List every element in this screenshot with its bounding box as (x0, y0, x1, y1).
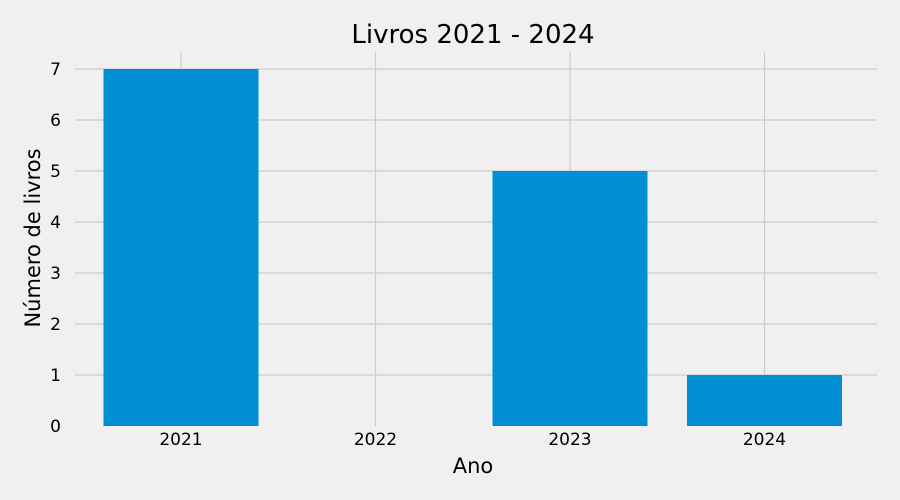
y-tick-label: 5 (50, 162, 61, 182)
y-tick-label: 4 (50, 213, 61, 233)
bar-layer (103, 69, 842, 426)
chart-title: Livros 2021 - 2024 (351, 20, 594, 50)
x-axis-label: Ano (453, 454, 494, 478)
bar-2021 (103, 69, 259, 426)
tick-layer: 0 1 2 3 4 5 6 7 2021 2022 2023 2024 (50, 60, 786, 450)
y-tick-label: 7 (50, 60, 61, 80)
y-tick-label: 6 (50, 111, 61, 131)
bar-2023 (492, 171, 648, 426)
x-tick-label: 2021 (159, 430, 202, 450)
bar-2024 (687, 375, 842, 426)
x-tick-label: 2024 (743, 430, 786, 450)
y-tick-label: 3 (50, 264, 61, 284)
x-tick-label: 2022 (354, 430, 397, 450)
x-tick-label: 2023 (548, 430, 591, 450)
y-tick-label: 1 (50, 366, 61, 386)
y-axis-label: Número de livros (21, 148, 45, 327)
y-tick-label: 2 (50, 315, 61, 335)
y-tick-label: 0 (50, 417, 61, 437)
